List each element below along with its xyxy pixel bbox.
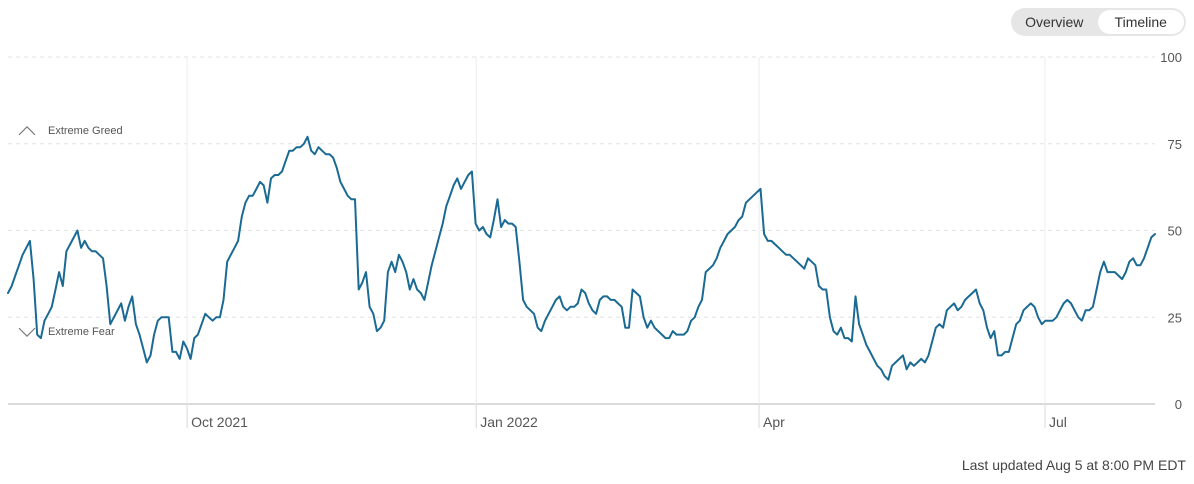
- x-tick-label-1: Jan 2022: [480, 414, 538, 430]
- view-toggle: Overview Timeline: [1011, 8, 1186, 36]
- x-tick-label-3: Jul: [1049, 414, 1067, 430]
- y-tick-label-50: 50: [1168, 224, 1182, 239]
- chevron-down-icon: [18, 327, 36, 337]
- y-tick-label-25: 25: [1168, 310, 1182, 325]
- y-tick-label-100: 100: [1160, 50, 1182, 65]
- fear-greed-chart: 0 25 50 75 100 Oct 2021 Jan 2022 Apr Jul Extreme …: [7, 50, 1182, 430]
- chevron-up-icon: [18, 126, 36, 136]
- series-line: [7, 135, 1156, 381]
- timeline-tab[interactable]: Timeline: [1097, 10, 1184, 34]
- y-tick-label-0: 0: [1175, 397, 1182, 412]
- overview-tab[interactable]: Overview: [1025, 14, 1084, 30]
- y-tick-label-75: 75: [1168, 137, 1182, 152]
- x-tick-label-2: Apr: [763, 414, 785, 430]
- annotation-label-1: Extreme Fear: [48, 326, 115, 338]
- last-updated-text: Last updated Aug 5 at 8:00 PM EDT: [961, 457, 1186, 473]
- annotation-label-0: Extreme Greed: [48, 125, 123, 137]
- x-tick-label-0: Oct 2021: [191, 414, 248, 430]
